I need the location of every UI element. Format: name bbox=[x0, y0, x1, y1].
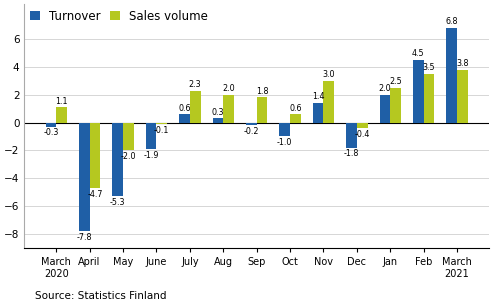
Bar bbox=[323, 81, 334, 123]
Text: 1.4: 1.4 bbox=[312, 92, 324, 102]
Text: 3.8: 3.8 bbox=[456, 59, 469, 68]
Text: 2.3: 2.3 bbox=[189, 80, 202, 89]
Text: 6.8: 6.8 bbox=[446, 17, 458, 26]
Bar bbox=[79, 123, 90, 231]
Text: -0.1: -0.1 bbox=[154, 126, 170, 135]
Text: -1.9: -1.9 bbox=[143, 151, 159, 160]
Bar bbox=[346, 123, 357, 148]
Bar bbox=[390, 88, 401, 123]
Bar bbox=[123, 123, 134, 150]
Text: -1.0: -1.0 bbox=[277, 138, 292, 147]
Text: 2.0: 2.0 bbox=[379, 84, 391, 93]
Legend: Turnover, Sales volume: Turnover, Sales volume bbox=[30, 10, 208, 23]
Text: -4.7: -4.7 bbox=[87, 190, 103, 199]
Bar bbox=[457, 70, 468, 123]
Text: 1.1: 1.1 bbox=[55, 97, 68, 105]
Bar bbox=[290, 114, 301, 123]
Text: -1.8: -1.8 bbox=[344, 149, 359, 158]
Bar bbox=[90, 123, 100, 188]
Text: 2.0: 2.0 bbox=[222, 84, 235, 93]
Text: -2.0: -2.0 bbox=[121, 152, 136, 161]
Bar bbox=[190, 91, 201, 123]
Bar bbox=[45, 123, 56, 127]
Bar bbox=[357, 123, 367, 128]
Text: -0.2: -0.2 bbox=[244, 127, 259, 136]
Bar bbox=[380, 95, 390, 123]
Bar bbox=[246, 123, 257, 125]
Text: 0.6: 0.6 bbox=[289, 104, 302, 112]
Bar bbox=[156, 123, 167, 124]
Bar bbox=[112, 123, 123, 196]
Bar bbox=[423, 74, 434, 123]
Bar bbox=[56, 107, 67, 123]
Bar bbox=[313, 103, 323, 123]
Text: 3.5: 3.5 bbox=[423, 63, 435, 72]
Bar bbox=[446, 28, 457, 123]
Bar bbox=[223, 95, 234, 123]
Bar bbox=[413, 60, 423, 123]
Bar bbox=[146, 123, 156, 149]
Text: 1.8: 1.8 bbox=[256, 87, 268, 96]
Bar bbox=[179, 114, 190, 123]
Text: 0.6: 0.6 bbox=[178, 104, 191, 112]
Text: 2.5: 2.5 bbox=[389, 77, 402, 86]
Text: 4.5: 4.5 bbox=[412, 49, 424, 58]
Text: -7.8: -7.8 bbox=[76, 233, 92, 242]
Text: -0.3: -0.3 bbox=[43, 128, 59, 137]
Bar bbox=[212, 118, 223, 123]
Text: -5.3: -5.3 bbox=[110, 198, 125, 207]
Text: 0.3: 0.3 bbox=[211, 108, 224, 117]
Bar bbox=[280, 123, 290, 136]
Text: -0.4: -0.4 bbox=[354, 130, 370, 139]
Bar bbox=[257, 98, 267, 123]
Text: 3.0: 3.0 bbox=[322, 70, 335, 79]
Text: Source: Statistics Finland: Source: Statistics Finland bbox=[35, 291, 166, 301]
